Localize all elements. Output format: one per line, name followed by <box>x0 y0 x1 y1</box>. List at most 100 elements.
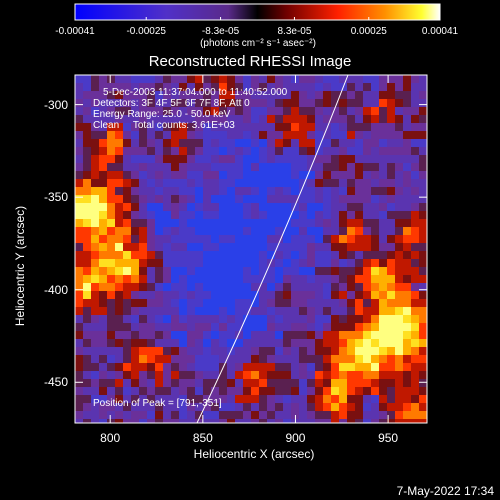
heatmap-cell <box>75 219 84 228</box>
heatmap-cell <box>323 195 332 204</box>
heatmap-cell <box>299 299 308 308</box>
heatmap-cell <box>163 139 172 148</box>
heatmap-cell <box>139 363 148 372</box>
heatmap-cell <box>83 83 92 92</box>
heatmap-cell <box>323 227 332 236</box>
heatmap-cell <box>331 371 340 380</box>
heatmap-cell <box>411 171 420 180</box>
heatmap-cell <box>387 291 396 300</box>
heatmap-cell <box>411 211 420 220</box>
heatmap-cell <box>259 155 268 164</box>
heatmap-cell <box>107 387 116 396</box>
heatmap-cell <box>163 339 172 348</box>
heatmap-cell <box>259 75 268 84</box>
heatmap-cell <box>171 163 180 172</box>
heatmap-cell <box>267 227 276 236</box>
heatmap-cell <box>211 131 220 140</box>
heatmap-cell <box>259 251 268 260</box>
heatmap-cell <box>275 155 284 164</box>
heatmap-cell <box>299 387 308 396</box>
heatmap-cell <box>315 219 324 228</box>
heatmap-cell <box>403 291 412 300</box>
heatmap-cell <box>211 251 220 260</box>
heatmap-cell <box>203 347 212 356</box>
heatmap-cell <box>251 163 260 172</box>
heatmap-cell <box>251 259 260 268</box>
heatmap-cell <box>139 171 148 180</box>
heatmap-cell <box>323 347 332 356</box>
heatmap-cell <box>155 171 164 180</box>
heatmap-cell <box>291 99 300 108</box>
heatmap-cell <box>307 379 316 388</box>
heatmap-cell <box>387 259 396 268</box>
heatmap-cell <box>219 91 228 100</box>
heatmap-cell <box>291 115 300 124</box>
heatmap-cell <box>243 243 252 252</box>
heatmap-cell <box>211 107 220 116</box>
heatmap-cell <box>347 235 356 244</box>
heatmap-cell <box>123 275 132 284</box>
heatmap-cell <box>91 147 100 156</box>
heatmap-cell <box>131 195 140 204</box>
heatmap-cell <box>91 307 100 316</box>
heatmap-cell <box>99 299 108 308</box>
heatmap-cell <box>115 403 124 412</box>
heatmap-cell <box>171 267 180 276</box>
heatmap-cell <box>403 323 412 332</box>
heatmap-cell <box>155 395 164 404</box>
heatmap-cell <box>147 211 156 220</box>
heatmap-cell <box>371 163 380 172</box>
heatmap-cell <box>219 155 228 164</box>
heatmap-cell <box>339 299 348 308</box>
heatmap-cell <box>115 163 124 172</box>
heatmap-cell <box>347 107 356 116</box>
heatmap-cell <box>267 195 276 204</box>
heatmap-cell <box>315 99 324 108</box>
heatmap-cell <box>315 363 324 372</box>
heatmap-cell <box>363 355 372 364</box>
heatmap-cell <box>371 123 380 132</box>
heatmap-cell <box>131 371 140 380</box>
heatmap-cell <box>163 307 172 316</box>
heatmap-cell <box>299 187 308 196</box>
heatmap-cell <box>107 227 116 236</box>
heatmap-cell <box>323 107 332 116</box>
heatmap-cell <box>355 355 364 364</box>
heatmap-cell <box>331 403 340 412</box>
heatmap-cell <box>179 171 188 180</box>
peak-position-text: Position of Peak = [791,-351] <box>93 398 222 409</box>
heatmap-cell <box>355 147 364 156</box>
heatmap-cell <box>411 403 420 412</box>
heatmap-cell <box>419 323 427 332</box>
heatmap-cell <box>99 387 108 396</box>
heatmap-cell <box>299 323 308 332</box>
heatmap-cell <box>331 355 340 364</box>
heatmap-cell <box>347 243 356 252</box>
heatmap-cell <box>115 131 124 140</box>
heatmap-cell <box>291 219 300 228</box>
heatmap-cell <box>275 163 284 172</box>
heatmap-cell <box>147 363 156 372</box>
heatmap-cell <box>379 163 388 172</box>
heatmap-cell <box>371 403 380 412</box>
heatmap-cell <box>203 259 212 268</box>
heatmap-cell <box>323 411 332 420</box>
heatmap-cell <box>219 315 228 324</box>
heatmap-cell <box>99 259 108 268</box>
heatmap-cell <box>347 387 356 396</box>
heatmap-cell <box>379 115 388 124</box>
heatmap-cell <box>379 235 388 244</box>
heatmap-cell <box>179 267 188 276</box>
heatmap-cell <box>395 75 404 84</box>
heatmap-cell <box>251 195 260 204</box>
heatmap-cell <box>139 179 148 188</box>
heatmap-cell <box>107 371 116 380</box>
heatmap-cell <box>403 123 412 132</box>
heatmap-cell <box>235 403 244 412</box>
heatmap-cell <box>315 83 324 92</box>
heatmap-cell <box>163 75 172 84</box>
heatmap-cell <box>315 163 324 172</box>
heatmap-cell <box>371 227 380 236</box>
heatmap-cell <box>99 203 108 212</box>
